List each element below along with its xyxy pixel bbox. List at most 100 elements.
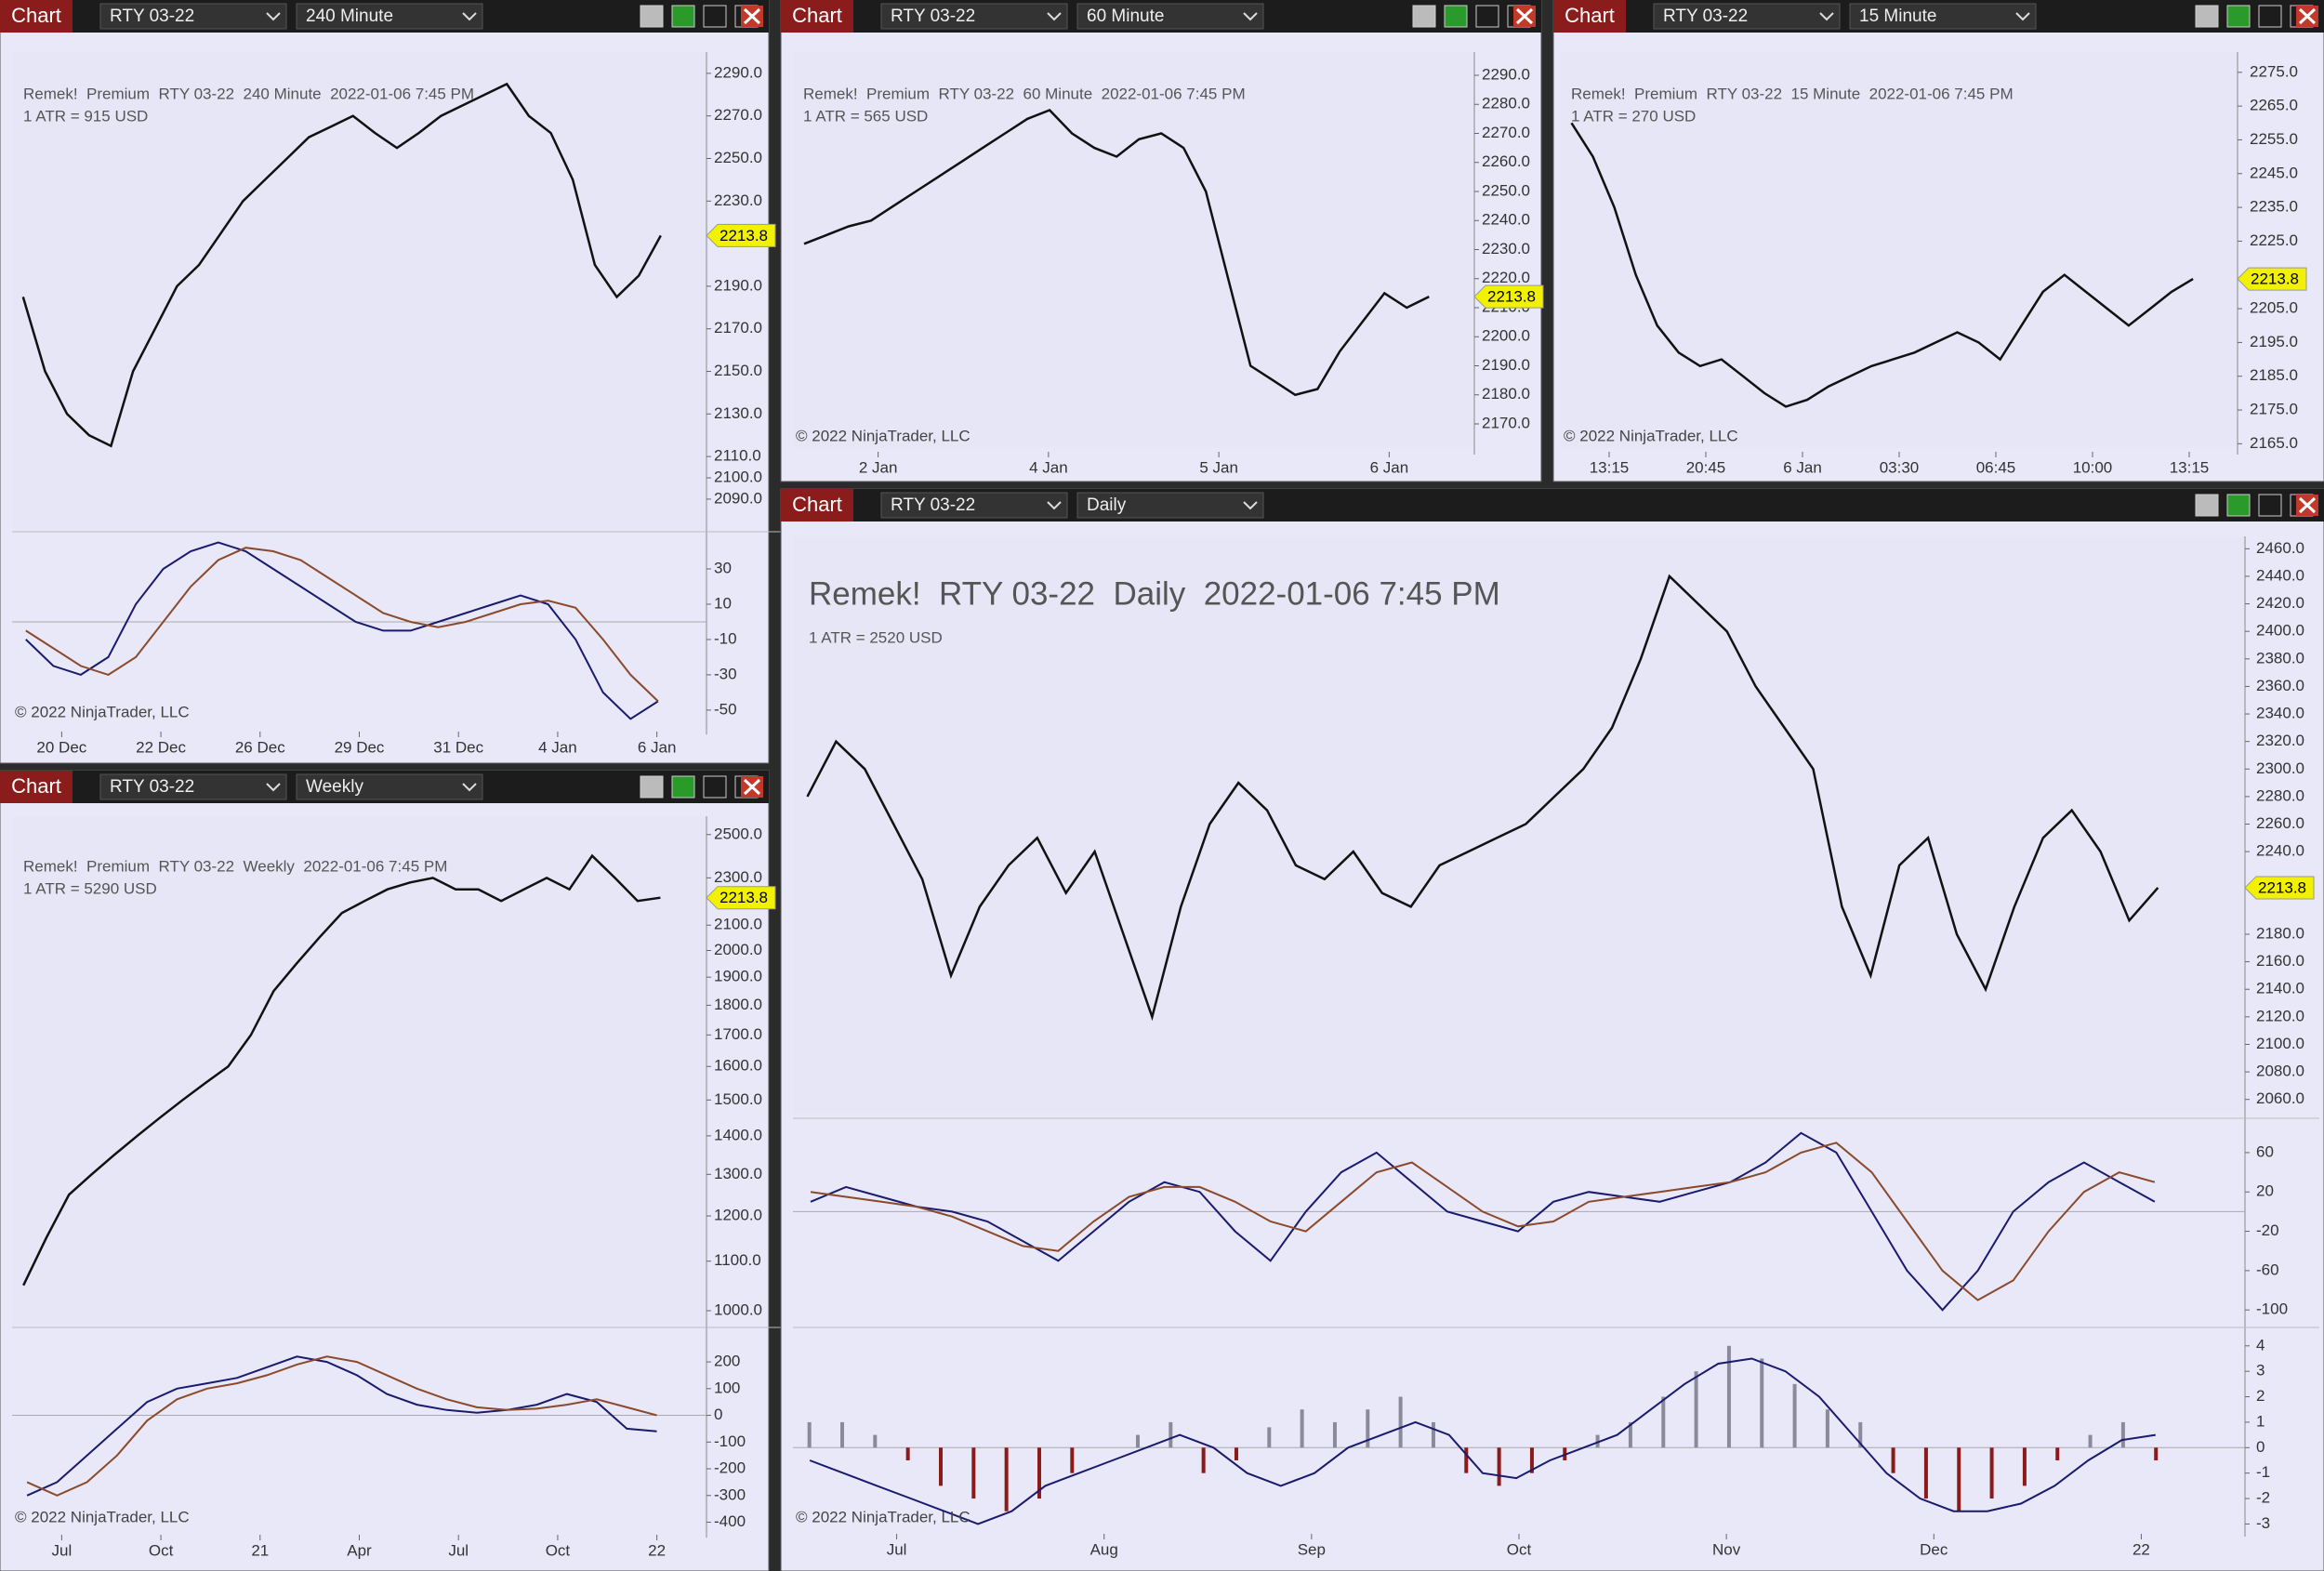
y-tick-label: 2260.0 [2256, 814, 2304, 832]
y-tick-label: 2460.0 [2256, 539, 2304, 557]
instrument-dropdown[interactable] [1653, 3, 1841, 30]
histogram-bar [1431, 1421, 1435, 1448]
chart-tab[interactable] [781, 489, 853, 521]
y-tick-label: 2100.0 [714, 916, 762, 933]
y-tick-label: 2230.0 [1482, 240, 1530, 257]
x-tick-label: 22 Dec [136, 738, 186, 756]
x-tick-label: 20 Dec [36, 738, 86, 756]
y-tick-label: 2500.0 [714, 825, 762, 842]
close-x [743, 778, 761, 796]
window-button[interactable] [671, 5, 695, 28]
window-button[interactable] [640, 775, 664, 799]
instrument-label: RTY 03-22 [891, 7, 975, 26]
histogram-bar [1726, 1345, 1731, 1448]
window-button[interactable] [1412, 5, 1436, 28]
y-tick-label: 2130.0 [714, 404, 762, 422]
chart-tab[interactable] [0, 771, 73, 803]
y-tick-label: 2180.0 [1482, 385, 1530, 403]
interval-dropdown[interactable] [296, 3, 483, 30]
instrument-label: RTY 03-22 [1663, 7, 1748, 26]
histogram-bar [938, 1447, 943, 1486]
y-tick-label: 2205.0 [2250, 299, 2298, 317]
window-button[interactable] [2226, 494, 2251, 517]
instrument-dropdown[interactable] [880, 3, 1068, 30]
y-tick-label: -30 [714, 665, 737, 682]
y-tick-label: -20 [2256, 1221, 2279, 1239]
histogram-bar [1923, 1447, 1928, 1499]
histogram-bar [807, 1421, 812, 1448]
chart-window: Chart RTY 03-22 15 Minute 2275.0 2265.0 2255.… [1552, 0, 2324, 482]
series-line [26, 1355, 657, 1497]
window-button[interactable] [703, 5, 727, 28]
y-tick-label: 2060.0 [2256, 1089, 2304, 1107]
y-tick-label: 2235.0 [2250, 198, 2298, 216]
price-panel [12, 816, 706, 1327]
histogram-bar [1891, 1447, 1895, 1473]
window-button[interactable] [2226, 5, 2251, 28]
instrument-dropdown[interactable] [99, 3, 287, 30]
chart-tab-label: Chart [1565, 4, 1615, 27]
y-tick-label: 2260.0 [1482, 152, 1530, 170]
dropdown-arrow [462, 783, 477, 792]
price-tag-bg [2244, 876, 2315, 900]
dropdown-arrow [1243, 501, 1258, 510]
histogram-bar [1398, 1396, 1403, 1448]
dropdown-arrow [1243, 12, 1258, 21]
price-tag: 2213.8 [720, 889, 768, 906]
window-button[interactable] [2258, 494, 2282, 517]
y-tick-label: 1600.0 [714, 1057, 762, 1075]
window-button[interactable] [2195, 494, 2219, 517]
window-button[interactable] [671, 775, 695, 799]
instrument-dropdown[interactable] [99, 773, 287, 800]
histogram-bar [1760, 1358, 1764, 1448]
interval-dropdown[interactable] [1076, 3, 1264, 30]
histogram-bar [1858, 1421, 1863, 1448]
instrument-dropdown[interactable] [880, 492, 1068, 519]
price-tag: 2213.8 [720, 227, 768, 244]
window-button[interactable] [1475, 5, 1499, 28]
interval-label: 60 Minute [1087, 7, 1164, 26]
window-button[interactable] [640, 5, 664, 28]
histogram-bar [1300, 1409, 1304, 1448]
chart-title: Remek! RTY 03-22 Daily 2022-01-06 7:45 P… [809, 575, 1500, 612]
y-tick-label: -200 [714, 1459, 746, 1477]
series-line [1570, 122, 2194, 408]
y-tick-label: 4 [2256, 1336, 2265, 1353]
dropdown-arrow [1047, 12, 1062, 21]
histogram-bar [2154, 1447, 2159, 1460]
y-tick-label: 2360.0 [2256, 677, 2304, 694]
y-tick-label: 2245.0 [2250, 164, 2298, 181]
window-button[interactable] [1444, 5, 1468, 28]
chart-tab[interactable] [781, 0, 853, 33]
chart-tab-label: Chart [792, 493, 842, 516]
y-tick-label: 2265.0 [2250, 97, 2298, 114]
chart-tab[interactable] [1553, 0, 1626, 33]
y-tick-label: 2190.0 [1482, 356, 1530, 374]
x-tick-label: 21 [251, 1541, 269, 1559]
atr-label: 1 ATR = 5290 USD [23, 879, 157, 897]
histogram-bar [1267, 1427, 1272, 1448]
y-tick-label: 2255.0 [2250, 130, 2298, 148]
window-button[interactable] [2195, 5, 2219, 28]
y-tick-label: 2 [2256, 1387, 2265, 1405]
instrument-label: RTY 03-22 [110, 777, 194, 797]
interval-dropdown[interactable] [1076, 492, 1264, 519]
close-x [2298, 7, 2317, 25]
x-tick-label: 13:15 [1590, 458, 1630, 476]
y-tick-label: -50 [714, 700, 737, 718]
x-tick-label: 10:00 [2073, 458, 2113, 476]
window-button[interactable] [2258, 5, 2282, 28]
window-button[interactable] [703, 775, 727, 799]
y-tick-label: 3 [2256, 1362, 2265, 1380]
series-line [803, 109, 1430, 397]
y-tick-label: 1800.0 [714, 996, 762, 1013]
y-tick-label: 2100.0 [714, 469, 762, 486]
x-tick-label: 06:45 [1976, 458, 2016, 476]
y-tick-label: 2185.0 [2250, 366, 2298, 384]
interval-dropdown[interactable] [1849, 3, 2037, 30]
histogram-bar [1628, 1421, 1632, 1448]
y-tick-label: 2320.0 [2256, 732, 2304, 749]
y-tick-label: 2090.0 [714, 489, 762, 507]
interval-dropdown[interactable] [296, 773, 483, 800]
chart-tab[interactable] [0, 0, 73, 33]
